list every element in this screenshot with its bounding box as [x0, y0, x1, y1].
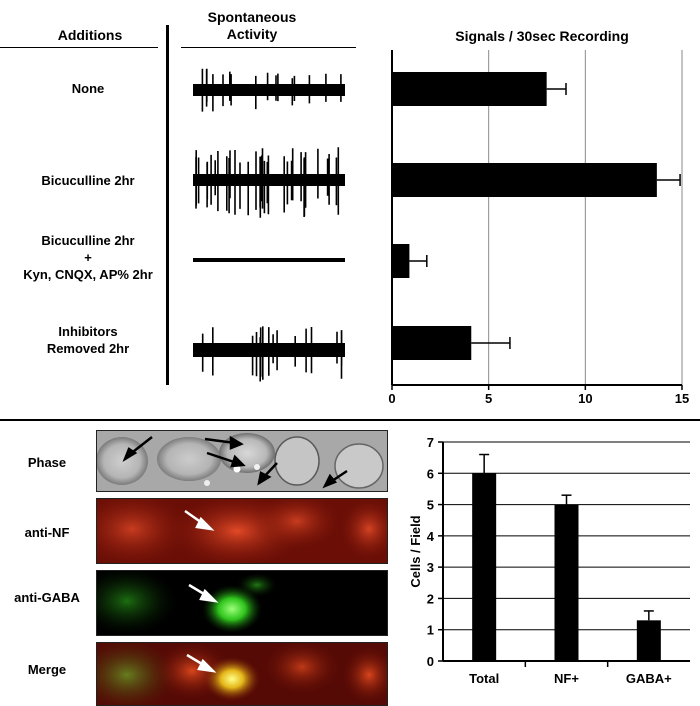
image-label-anti-nf: anti-NF	[24, 525, 70, 540]
bar-1	[392, 72, 547, 106]
image-label-merge: Merge	[27, 662, 67, 677]
anti-gaba-micrograph	[97, 571, 387, 635]
x-tick-label-5: 5	[485, 391, 492, 405]
condition-label-bicuculline-blockers: Bicuculline 2hr + Kyn, CNQX, AP% 2hr	[23, 233, 153, 282]
bar-4	[392, 326, 472, 360]
bar-nf-	[554, 504, 579, 661]
merge-micrograph	[97, 643, 387, 705]
y-axis-label: Cells / Field	[408, 515, 423, 587]
activity-trace-spikes-4	[201, 326, 343, 382]
activity-trace-body-1	[193, 84, 345, 96]
bar-3	[392, 244, 410, 278]
image-label-anti-gaba: anti-GABA	[14, 590, 80, 605]
x-category-label-1: Total	[469, 671, 499, 686]
y-tick-label-4: 4	[427, 529, 435, 544]
image-label-phase: Phase	[27, 455, 67, 470]
activity-header-underline	[181, 47, 356, 48]
y-tick-label-0: 0	[427, 654, 434, 669]
phase-micrograph	[97, 431, 387, 491]
x-tick-label-0: 0	[388, 391, 395, 405]
bar-2	[392, 163, 657, 197]
spontaneous-activity-traces	[193, 68, 345, 382]
x-tick-label-15: 15	[675, 391, 689, 405]
cells-per-field-bar-chart: 0 1 2 3 4 5 6 7 Total NF+ GABA+ Cells / Field	[408, 435, 690, 686]
condition-label-bicuculline: Bicuculline 2hr	[41, 173, 135, 188]
y-tick-label-1: 1	[427, 623, 434, 638]
phase-image	[96, 430, 388, 492]
additions-header-underline	[0, 47, 158, 48]
y-tick-label-3: 3	[427, 560, 434, 575]
activity-trace-spikes-1	[201, 68, 342, 112]
panel-separator	[0, 419, 700, 421]
anti-nf-image	[96, 498, 388, 564]
y-tick-label-5: 5	[427, 498, 434, 513]
signals-header: Signals / 30sec Recording	[455, 28, 629, 44]
anti-nf-micrograph	[97, 499, 387, 563]
merge-image	[96, 642, 388, 706]
y-tick-label-6: 6	[427, 466, 434, 481]
column-divider	[166, 25, 169, 385]
y-tick-label-2: 2	[427, 591, 434, 606]
activity-trace-body-3	[193, 258, 345, 262]
signals-bar-chart: 0 5 10 15	[388, 50, 689, 405]
bar-gaba-	[636, 620, 661, 661]
y-tick-label-7: 7	[427, 435, 434, 450]
condition-label-inhibitors-removed: Inhibitors Removed 2hr	[46, 324, 130, 356]
condition-label-none: None	[71, 81, 105, 96]
x-category-label-2: NF+	[554, 671, 579, 686]
x-category-label-3: GABA+	[626, 671, 672, 686]
activity-header: Spontaneous Activity	[207, 9, 297, 42]
bar-total	[472, 473, 497, 661]
x-tick-label-10: 10	[578, 391, 592, 405]
anti-gaba-image	[96, 570, 388, 636]
additions-header: Additions	[57, 27, 123, 43]
activity-trace-spikes-2	[195, 147, 340, 218]
